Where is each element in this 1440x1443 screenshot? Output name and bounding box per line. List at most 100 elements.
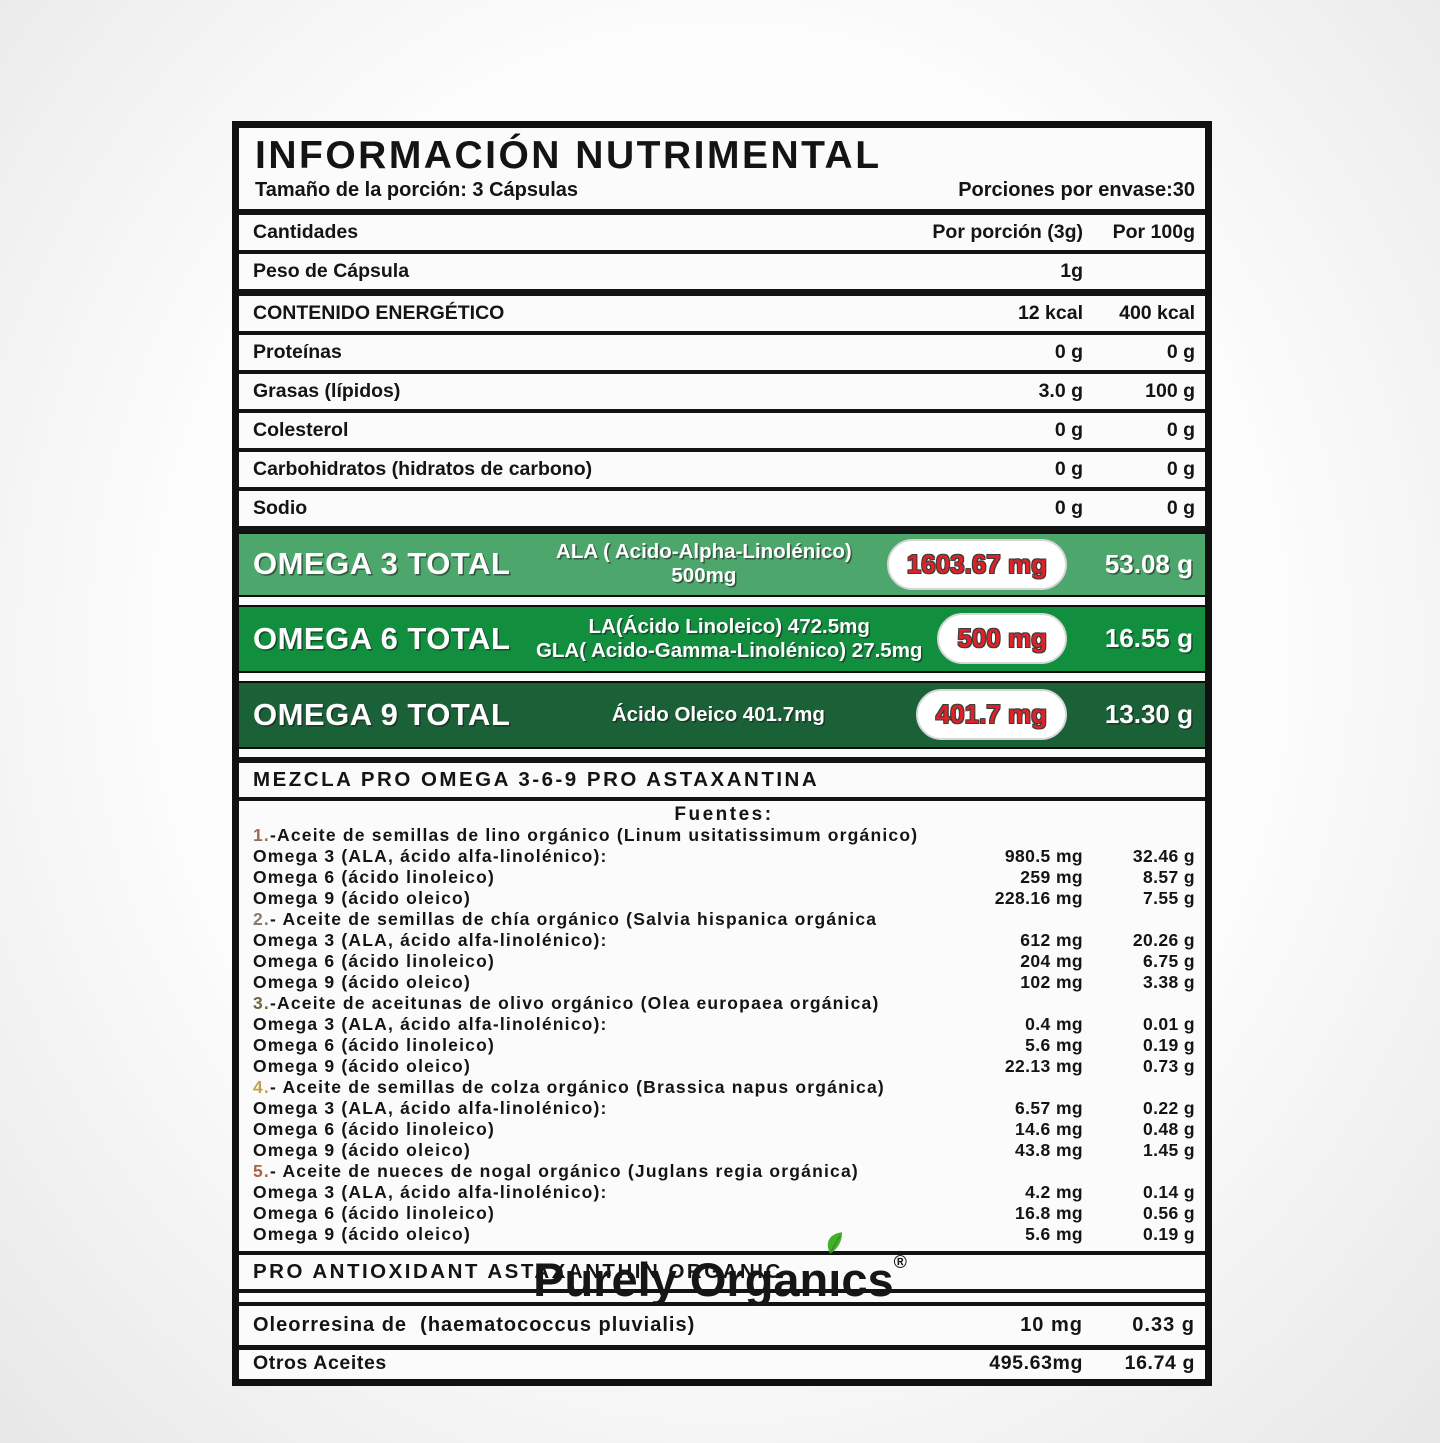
- serving-size: Tamaño de la porción: 3 Cápsulas: [255, 178, 579, 201]
- source-row-g: 0.19 g: [1142, 1223, 1195, 1244]
- omega6-detail-line2: GLA( Acido-Gamma-Linolénico) 27.5mg: [535, 638, 923, 662]
- omega3-per-100g: 53.08 g: [1104, 548, 1193, 579]
- omega3-band: OMEGA 3 TOTAL ALA ( Acido-Alpha-Linoléni…: [239, 531, 1205, 597]
- otros-mg: 495.63mg: [989, 1351, 1083, 1374]
- omega9-value-pill: 401.7 mg: [915, 689, 1067, 741]
- serving-row: Tamaño de la porción: 3 Cápsulas Porcion…: [239, 177, 1205, 215]
- source-row-mg: 980.5 mg: [1004, 845, 1083, 866]
- source-row-g: 7.55 g: [1142, 887, 1195, 908]
- source-row-g: 0.73 g: [1142, 1055, 1195, 1076]
- source-name: - Aceite de semillas de colza orgánico (…: [270, 1076, 885, 1097]
- source-row-g: 32.46 g: [1132, 845, 1195, 866]
- source-heading: 3.-Aceite de aceitunas de olivo orgánico…: [253, 993, 1195, 1014]
- source-row-label: Omega 6 (ácido linoleico): [253, 1034, 495, 1055]
- source-name: - Aceite de semillas de chía orgánico (S…: [270, 908, 878, 929]
- source-row-label: Omega 6 (ácido linoleico): [253, 950, 495, 971]
- omega9-detail-line1: Ácido Oleico 401.7mg: [611, 702, 825, 726]
- source-row-label: Omega 6 (ácido linoleico): [253, 1202, 495, 1223]
- otros-label: Otros Aceites: [253, 1351, 387, 1374]
- brand-text-pre: Purely Organ: [533, 1253, 829, 1306]
- source-row-mg: 43.8 mg: [1015, 1139, 1083, 1160]
- source-row-label: Omega 3 (ALA, ácido alfa-linolénico):: [253, 929, 608, 950]
- source-row-label: Omega 9 (ácido oleico): [253, 1139, 471, 1160]
- source-row-g: 1.45 g: [1142, 1139, 1195, 1160]
- source-row-g: 0.56 g: [1142, 1202, 1195, 1223]
- column-per-100g: Por 100g: [1112, 220, 1195, 243]
- table-row: Peso de Cápsula 1g: [239, 254, 1205, 296]
- omega6-band: OMEGA 6 TOTAL LA(Ácido Linoleico) 472.5m…: [239, 604, 1205, 673]
- source-row-label: Omega 6 (ácido linoleico): [253, 866, 495, 887]
- source-number: 2.: [253, 908, 270, 929]
- source-row-mg: 22.13 mg: [1004, 1055, 1083, 1076]
- otros-aceites-row: Otros Aceites 495.63mg 16.74 g: [239, 1350, 1205, 1379]
- leaf-icon: [828, 1232, 843, 1254]
- source-row-label: Omega 9 (ácido oleico): [253, 971, 471, 992]
- source-row-label: Omega 3 (ALA, ácido alfa-linolénico):: [253, 1097, 608, 1118]
- nutrient-label: Sodio: [253, 496, 308, 519]
- brand-text-post: cs: [841, 1253, 894, 1306]
- source-row: Omega 3 (ALA, ácido alfa-linolénico): 61…: [253, 930, 1195, 951]
- nutrient-per-serving: 3.0 g: [1038, 379, 1083, 402]
- omega3-detail-line1: ALA ( Acido-Alpha-Linolénico): [556, 540, 852, 564]
- brand-letter-i: ı: [828, 1232, 843, 1307]
- source-row-label: Omega 3 (ALA, ácido alfa-linolénico):: [253, 845, 608, 866]
- source-row-mg: 5.6 mg: [1025, 1223, 1083, 1244]
- nutrient-per-serving: 0 g: [1054, 340, 1083, 363]
- nutrient-per-serving: 0 g: [1054, 496, 1083, 519]
- mezcla-section-header: MEZCLA PRO OMEGA 3-6-9 PRO ASTAXANTINA: [239, 756, 1205, 801]
- source-row-label: Omega 9 (ácido oleico): [253, 887, 471, 908]
- omega6-value-pill: 500 mg: [937, 613, 1067, 665]
- table-row: Colesterol 0 g 0 g: [239, 413, 1205, 452]
- nutrient-per-serving: 0 g: [1054, 418, 1083, 441]
- source-row: Omega 9 (ácido oleico) 228.16 mg 7.55 g: [253, 888, 1195, 909]
- source-row: Omega 3 (ALA, ácido alfa-linolénico): 4.…: [253, 1182, 1195, 1203]
- source-row-mg: 228.16 mg: [994, 887, 1083, 908]
- fuentes-title: Fuentes:: [674, 803, 774, 825]
- source-name: - Aceite de nueces de nogal orgánico (Ju…: [270, 1160, 859, 1181]
- nutrient-label: Grasas (lípidos): [253, 379, 401, 402]
- source-row-g: 0.14 g: [1142, 1181, 1195, 1202]
- source-row-mg: 259 mg: [1020, 866, 1083, 887]
- source-row: Omega 6 (ácido linoleico) 204 mg 6.75 g: [253, 951, 1195, 972]
- source-row-mg: 6.57 mg: [1015, 1097, 1083, 1118]
- source-number: 4.: [253, 1076, 270, 1097]
- source-row-label: Omega 9 (ácido oleico): [253, 1055, 471, 1076]
- nutrient-per-100g: 100 g: [1145, 379, 1195, 402]
- nutrient-per-serving: 0 g: [1054, 457, 1083, 480]
- omega9-detail: Ácido Oleico 401.7mg: [531, 703, 906, 727]
- oleoresina-mg: 10 mg: [1020, 1313, 1083, 1336]
- servings-per-container: Porciones por envase:30: [958, 178, 1195, 201]
- registered-mark: ®: [893, 1252, 907, 1272]
- source-heading: 2.- Aceite de semillas de chía orgánico …: [253, 909, 1195, 930]
- fuentes-section: Fuentes: 1.-Aceite de semillas de lino o…: [239, 801, 1205, 1251]
- table-row: Grasas (lípidos) 3.0 g 100 g: [239, 374, 1205, 413]
- nutrient-per-serving: 1g: [1060, 259, 1083, 282]
- source-row-mg: 4.2 mg: [1025, 1181, 1083, 1202]
- nutrient-label: Proteínas: [253, 340, 342, 363]
- source-row-g: 0.48 g: [1142, 1118, 1195, 1139]
- source-row-label: Omega 3 (ALA, ácido alfa-linolénico):: [253, 1013, 608, 1034]
- brand-logo: Purely Organ ıcs®: [0, 1232, 1440, 1307]
- omega9-band: OMEGA 9 TOTAL Ácido Oleico 401.7mg 401.7…: [239, 680, 1205, 749]
- nutrient-per-100g: 400 kcal: [1119, 301, 1195, 324]
- nutrient-per-100g: 0 g: [1166, 496, 1195, 519]
- source-row-mg: 102 mg: [1020, 971, 1083, 992]
- nutrient-label: Peso de Cápsula: [253, 259, 410, 282]
- otros-g: 16.74 g: [1124, 1351, 1195, 1374]
- omega3-detail-line2: 500mg: [671, 564, 737, 588]
- source-row-label: Omega 9 (ácido oleico): [253, 1223, 471, 1244]
- source-number: 1.: [253, 824, 270, 845]
- source-row-g: 0.22 g: [1142, 1097, 1195, 1118]
- source-row: Omega 9 (ácido oleico) 22.13 mg 0.73 g: [253, 1056, 1195, 1077]
- antioxidant-section-header: PRO ANTIOXIDANT ASTAXANTHIN ORGANIC: [239, 1250, 1205, 1293]
- source-row-mg: 0.4 mg: [1025, 1013, 1083, 1034]
- table-row: CONTENIDO ENERGÉTICO 12 kcal 400 kcal: [239, 296, 1205, 335]
- source-row-mg: 16.8 mg: [1015, 1202, 1083, 1223]
- source-row-label: Omega 6 (ácido linoleico): [253, 1118, 495, 1139]
- omega6-title: OMEGA 6 TOTAL: [253, 620, 511, 656]
- nutrient-label: CONTENIDO ENERGÉTICO: [253, 301, 505, 324]
- source-row: Omega 9 (ácido oleico) 5.6 mg 0.19 g: [253, 1224, 1195, 1245]
- source-row: Omega 3 (ALA, ácido alfa-linolénico): 0.…: [253, 1014, 1195, 1035]
- omega6-detail: LA(Ácido Linoleico) 472.5mg GLA( Acido-G…: [531, 615, 927, 663]
- nutrient-per-serving: 12 kcal: [1017, 301, 1083, 324]
